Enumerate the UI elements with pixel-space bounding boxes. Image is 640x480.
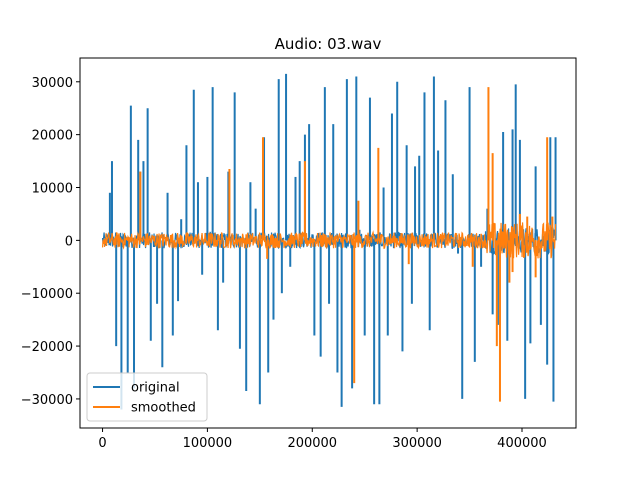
x-tick-label: 100000 — [183, 436, 233, 451]
y-tick-label: −10000 — [21, 287, 73, 302]
legend-box — [86, 372, 208, 422]
chart-title: Audio: 03.wav — [275, 35, 382, 53]
y-tick-label: 0 — [65, 234, 73, 249]
x-tick-label: 200000 — [287, 436, 337, 451]
series-smoothed — [101, 87, 557, 402]
series-noise-smoothed — [101, 222, 557, 259]
legend-label-original: original — [131, 381, 180, 396]
y-tick-label: 10000 — [32, 182, 73, 197]
y-tick-label: 20000 — [32, 129, 73, 144]
x-tick-label: 400000 — [497, 436, 547, 451]
plot-frame — [79, 57, 577, 429]
plot-series — [101, 73, 557, 410]
x-axis: 0 100000 200000 300000 400000 — [98, 428, 547, 451]
y-tick-label: 30000 — [32, 76, 73, 91]
x-tick-label: 0 — [98, 436, 106, 451]
y-tick-label: −20000 — [21, 340, 73, 355]
y-axis: −30000 −20000 −10000 0 10000 20000 30000 — [21, 76, 80, 408]
legend: original smoothed — [86, 372, 208, 422]
legend-label-smoothed: smoothed — [131, 401, 196, 416]
y-tick-label: −30000 — [21, 393, 73, 408]
x-tick-label: 300000 — [392, 436, 442, 451]
